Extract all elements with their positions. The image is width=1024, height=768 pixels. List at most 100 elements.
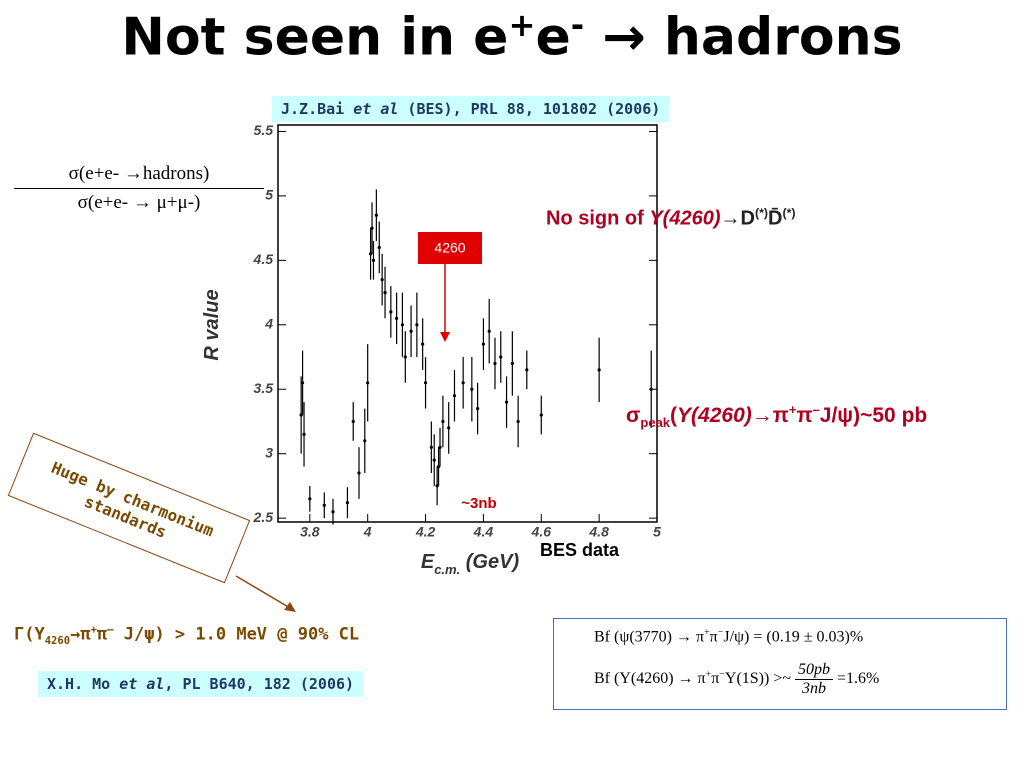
ref-text: , PL B640, 182 (2006) (164, 675, 355, 693)
y-tick-label: 5.5 (254, 122, 274, 138)
text: Γ(Y (14, 624, 45, 645)
data-point (363, 439, 367, 443)
x-axis-label: Ec.m. (GeV) (421, 551, 520, 577)
y-tick-label: 5 (265, 187, 273, 203)
text: Y(4260) (649, 207, 721, 230)
data-point (516, 419, 520, 424)
text: →π (70, 624, 91, 645)
text: Bf (ψ(3770) → π (594, 628, 705, 646)
data-point (421, 342, 425, 346)
annotation-label: ~3nb (461, 495, 496, 512)
data-point (374, 213, 378, 217)
x-label-part: E (421, 551, 435, 573)
data-point (441, 419, 445, 424)
data-point (380, 278, 384, 282)
text: π (711, 670, 720, 688)
reference-bottom: X.H. Mo et al, PL B640, 182 (2006) (38, 671, 364, 697)
text: J/ψ)~50 pb (819, 404, 928, 427)
ref-text: X.H. Mo (47, 675, 120, 693)
title-text: Not seen in e (121, 7, 509, 68)
x-tick-label: 4.4 (473, 524, 494, 540)
data-point (461, 381, 465, 385)
formula-row: Bf (Y(4260) → π+π−Υ(1S)) >~ 50pb 3nb =1.6… (594, 661, 879, 698)
text: Y(4260) (677, 404, 752, 427)
sup: (*) (782, 206, 796, 220)
x-tick-label: 4.6 (531, 524, 552, 540)
formula-row: Bf (ψ(3770) → π+π−J/ψ) = (0.19 ± 0.03)% (594, 627, 863, 646)
data-point (423, 381, 428, 385)
title-sup: - (570, 6, 585, 44)
data-point (597, 368, 601, 372)
ratio: σ(e+e- →hadrons) σ(e+e- → μ+μ-) (14, 163, 264, 214)
sup: + (705, 668, 712, 680)
annotation-label: 4260 (434, 240, 465, 256)
x-tick-label: 4.8 (588, 524, 609, 540)
data-point (438, 445, 442, 449)
x-label-part: (GeV) (460, 551, 519, 573)
sup: − (717, 627, 724, 638)
ratio-numerator: σ(e+e- →hadrons) (14, 163, 264, 189)
x-tick-label: 3.8 (300, 524, 320, 540)
text: =1.6% (833, 670, 880, 688)
plot-frame (277, 124, 658, 523)
text: ( (670, 404, 678, 427)
data-point (510, 361, 514, 366)
data-point (357, 471, 361, 475)
x-tick-label: 5 (653, 524, 661, 540)
data-point (300, 381, 305, 385)
title-text: e (535, 7, 571, 68)
data-point (331, 510, 335, 514)
data-point (368, 252, 373, 256)
data-point (435, 484, 439, 488)
sup: – (107, 624, 114, 636)
text: π (96, 624, 108, 645)
chart: R value Ec.m. (GeV) 4260 ~3nb 2.5 3 3.5 4 4.… (201, 122, 661, 577)
ratio-denominator: σ(e+e- → μ+μ-) (77, 192, 201, 213)
arrow-head (284, 602, 296, 612)
data-point (345, 501, 350, 505)
text: D̄ (768, 207, 783, 230)
arrow-head (440, 332, 450, 342)
callout-arrow (235, 575, 291, 609)
data-point (649, 387, 653, 391)
sup: – (812, 402, 820, 417)
data-point (395, 316, 399, 320)
denominator: 3nb (802, 680, 827, 697)
sup: + (90, 624, 97, 636)
y-tick-label: 2.5 (253, 509, 274, 525)
data-point (383, 290, 387, 295)
data-point (371, 258, 376, 262)
reference-top: J.Z.Bai et al (BES), PRL 88, 101802 (200… (272, 96, 670, 122)
x-label-sub: c.m. (434, 562, 460, 577)
data-point (525, 368, 529, 372)
data-point (403, 355, 407, 359)
ref-text: (BES), PRL 88, 101802 (2006) (398, 100, 661, 118)
data-point (409, 329, 413, 333)
text: J/ψ) = (0.19 ± 0.03)% (723, 628, 864, 646)
data-point (400, 323, 405, 327)
data-point (429, 445, 433, 449)
title-text: → hadrons (584, 7, 903, 68)
data-point (481, 342, 486, 346)
data-point (452, 394, 457, 398)
data-point (447, 426, 451, 430)
text: π (709, 628, 718, 646)
text: →π (751, 404, 789, 427)
x-tick-label: 4.2 (415, 524, 436, 540)
sub: 4260 (44, 635, 71, 648)
text: σ (626, 404, 641, 427)
data-point (415, 323, 419, 327)
no-sign-text: No sign of Y(4260)→D(*)D̄(*) (546, 206, 796, 231)
data-point (487, 329, 491, 333)
data-point (370, 226, 374, 230)
sup: + (704, 627, 710, 638)
data-point (504, 400, 509, 404)
y-tick-label: 3 (265, 444, 273, 460)
ref-text: et al (353, 100, 399, 118)
ref-text: J.Z.Bai (281, 100, 354, 118)
data-point (299, 413, 303, 417)
sigma-peak: σpeak(Y(4260)→π+π–J/ψ)~50 pb (626, 402, 927, 430)
text: Υ(1S)) >~ (724, 670, 796, 688)
ref-text: et al (119, 675, 165, 693)
y-axis-label: R value (201, 289, 223, 360)
